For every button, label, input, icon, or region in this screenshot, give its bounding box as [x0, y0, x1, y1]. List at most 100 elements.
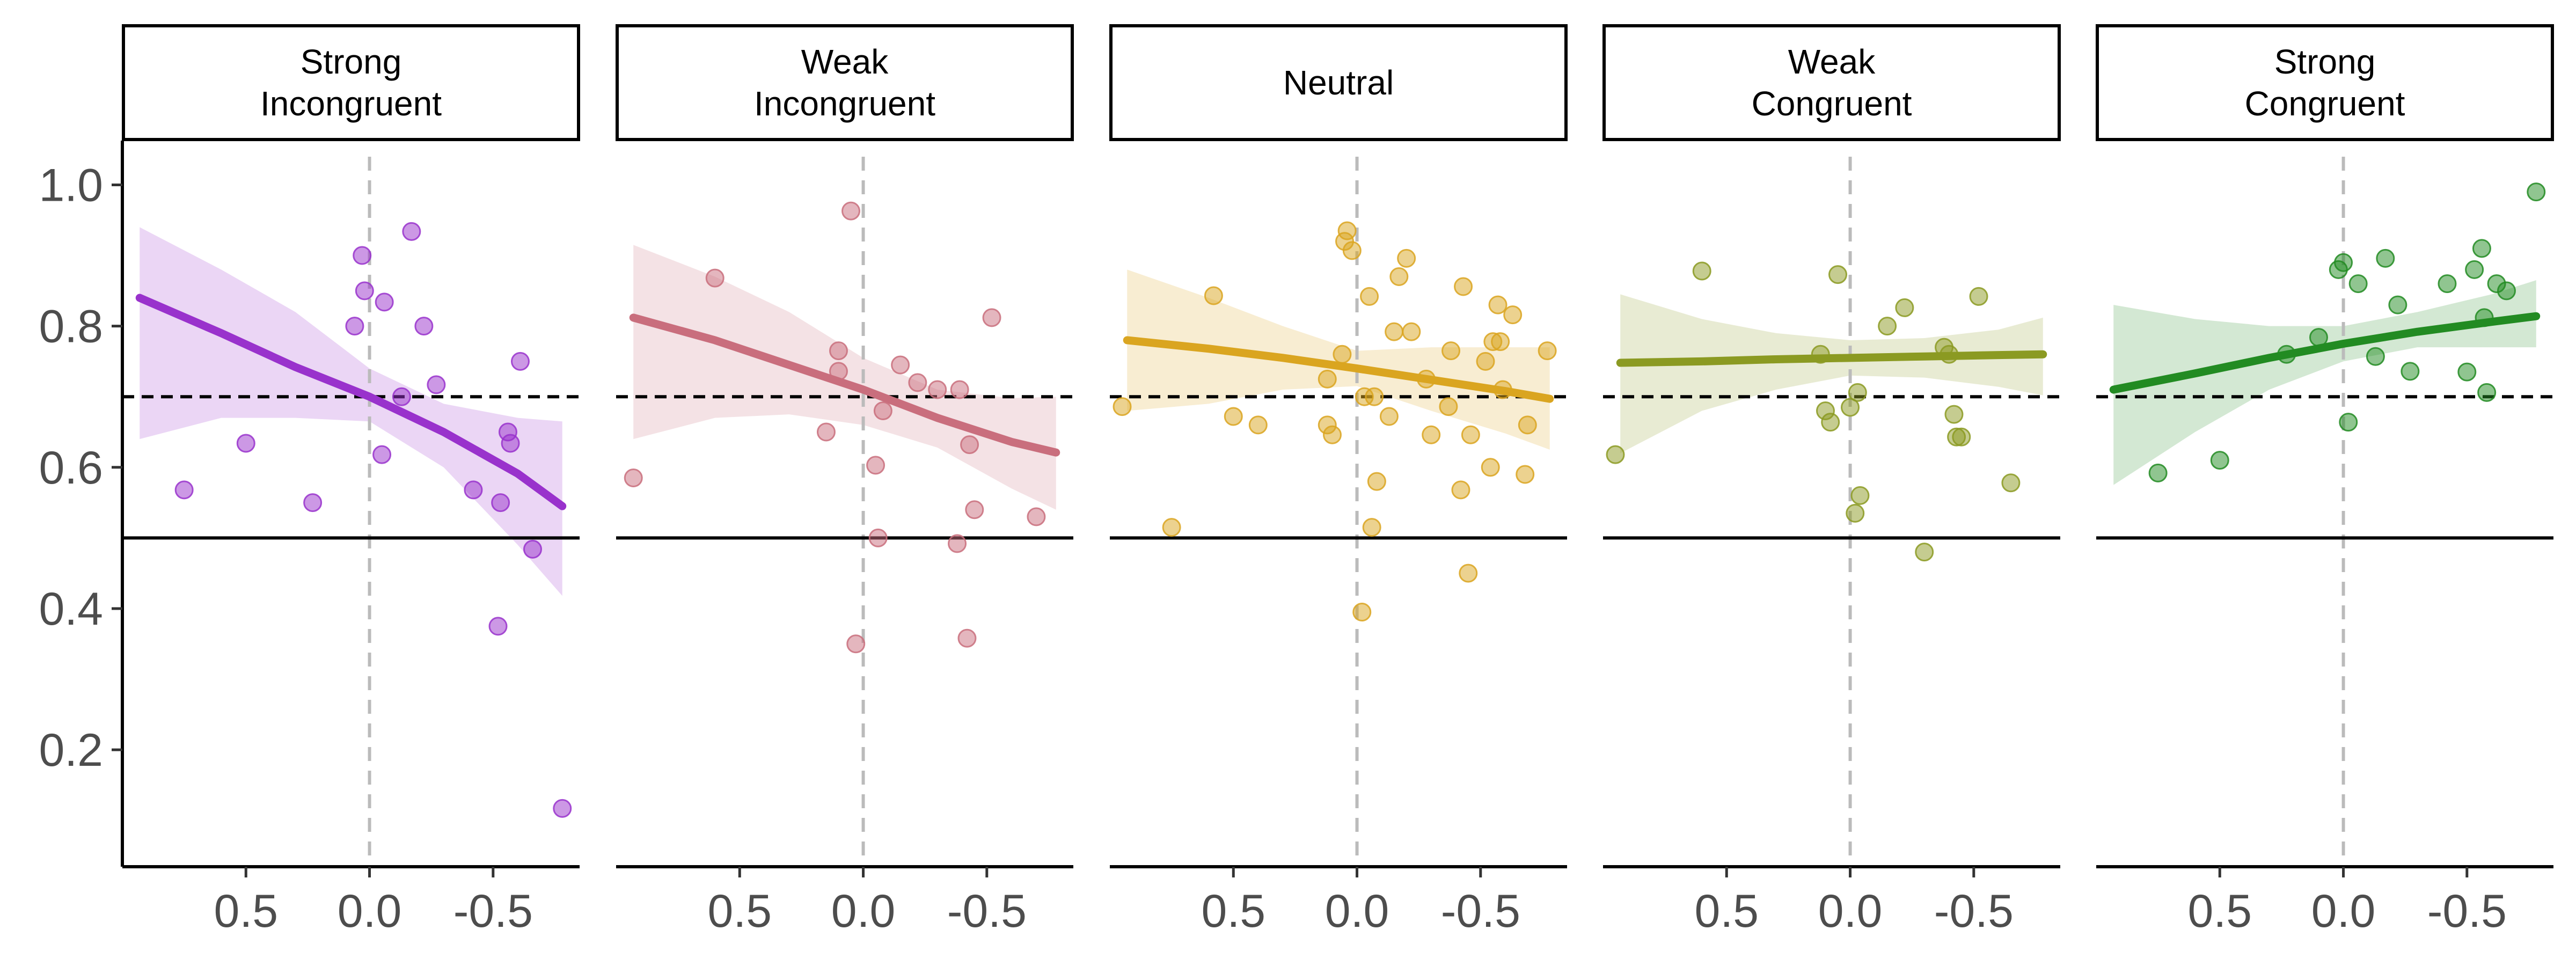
data-point: [1362, 518, 1381, 537]
data-point: [1367, 472, 1386, 491]
facet-strip: [1602, 24, 2061, 141]
data-point: [1454, 277, 1473, 296]
data-point: [1878, 317, 1897, 336]
data-point: [1360, 287, 1379, 306]
data-point: [1503, 305, 1523, 325]
data-point: [1389, 267, 1409, 287]
facet-strip: [2096, 24, 2554, 141]
x-tick-label: 0.0: [1325, 885, 1389, 937]
data-point: [948, 534, 967, 553]
data-point: [1848, 383, 1867, 402]
y-tick-label: 0.2: [39, 724, 103, 776]
data-point: [868, 528, 888, 547]
data-point: [1204, 286, 1223, 305]
facet-strip: [616, 24, 1074, 141]
data-point: [402, 222, 421, 241]
data-point: [427, 375, 446, 394]
facet-label: Congruent: [2245, 84, 2405, 123]
facet-panel: Neutral 0.5 0.0 -0.5: [1109, 24, 1568, 937]
data-point: [1969, 287, 1988, 306]
x-tick-label: 0.5: [214, 885, 278, 937]
x-tick-label: 0.0: [338, 885, 402, 937]
data-point: [1318, 369, 1337, 389]
fit-line: [2109, 312, 2541, 394]
data-point: [1342, 241, 1362, 260]
facet-label: Incongruent: [260, 84, 442, 123]
data-point: [1952, 427, 1971, 447]
y-tick-label: 1.0: [39, 159, 103, 211]
data-point: [1821, 413, 1840, 432]
data-point: [372, 445, 392, 464]
facet-label: Strong: [301, 42, 402, 81]
data-point: [2401, 362, 2420, 381]
data-point: [2148, 463, 2168, 482]
data-point: [1516, 465, 1535, 484]
y-tick-label: 0.4: [39, 583, 103, 635]
data-point: [1944, 405, 1964, 424]
facet-strip: [122, 24, 580, 141]
data-point: [982, 308, 1001, 327]
data-point: [2376, 248, 2395, 268]
data-point: [1162, 518, 1181, 537]
data-point: [2497, 281, 2516, 301]
data-point: [891, 355, 910, 375]
data-point: [1385, 322, 1404, 341]
data-point: [2388, 295, 2407, 314]
data-point: [553, 799, 572, 818]
data-point: [488, 617, 508, 636]
data-point: [705, 268, 724, 288]
data-point: [491, 493, 510, 513]
x-tick-label: -0.5: [947, 885, 1027, 937]
fit-line: [629, 313, 1060, 457]
fit-line: [1616, 350, 2047, 367]
data-point: [829, 341, 848, 361]
data-point: [510, 352, 530, 371]
data-point: [1352, 603, 1372, 622]
data-point: [2472, 239, 2491, 258]
x-tick-label: -0.5: [453, 885, 533, 937]
data-point: [2477, 383, 2497, 402]
data-point: [355, 281, 374, 301]
data-point: [345, 317, 364, 336]
data-point: [841, 201, 861, 221]
data-point: [236, 434, 255, 453]
data-point: [2366, 347, 2385, 366]
data-point: [1491, 332, 1510, 352]
data-point: [960, 435, 979, 455]
data-point: [1402, 322, 1421, 341]
y-tick-label: 0.8: [39, 301, 103, 353]
data-point: [2339, 413, 2358, 432]
data-point: [523, 539, 542, 559]
data-point: [1113, 397, 1132, 416]
data-point: [928, 380, 947, 399]
data-point: [2527, 182, 2546, 202]
data-point: [1841, 398, 1860, 417]
data-point: [1027, 507, 1046, 526]
x-tick-label: 0.5: [1694, 885, 1759, 937]
data-point: [1333, 345, 1352, 364]
data-point: [1828, 265, 1848, 284]
data-point: [1379, 407, 1399, 426]
data-point: [2348, 274, 2368, 294]
data-point: [1895, 298, 1914, 317]
data-point: [1692, 261, 1711, 281]
data-point: [2210, 451, 2229, 470]
facet-label: Neutral: [1283, 63, 1394, 102]
x-tick-label: 0.0: [2311, 885, 2376, 937]
x-tick-label: 0.5: [2187, 885, 2252, 937]
data-point: [501, 434, 520, 453]
y-tick-label: 0.6: [39, 442, 103, 494]
data-point: [1476, 352, 1495, 371]
x-tick-label: 0.5: [707, 885, 772, 937]
data-point: [303, 493, 323, 513]
data-point: [950, 380, 969, 399]
data-point: [1248, 415, 1268, 435]
fit-line: [135, 294, 567, 510]
data-point: [353, 246, 372, 265]
fit-line: [1123, 336, 1554, 403]
